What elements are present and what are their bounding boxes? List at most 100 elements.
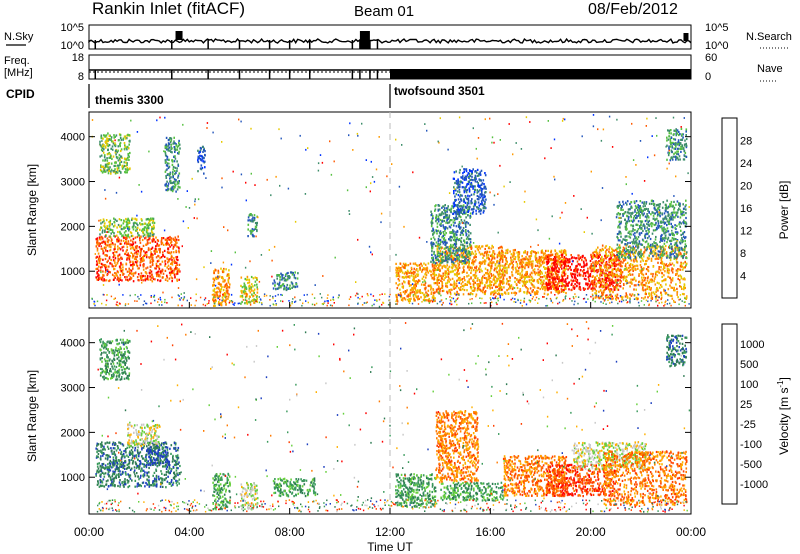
scatter-cell-15-87 bbox=[649, 280, 651, 283]
scatter-cell-0-640 bbox=[173, 259, 176, 262]
scatter-cell-14-314 bbox=[559, 260, 562, 264]
scatter-cell-0-197 bbox=[96, 237, 99, 240]
scatter-cell-11-69 bbox=[468, 231, 470, 234]
scatter-cell-11-452 bbox=[452, 235, 455, 238]
scatter-cell-10-489 bbox=[437, 279, 440, 282]
scatter-cell-11-0 bbox=[430, 237, 432, 240]
scatter-cell-3-67 bbox=[171, 186, 173, 189]
scatter-cell-9-45 bbox=[399, 269, 402, 272]
scatter-cell-12-100 bbox=[465, 185, 467, 188]
scatter-cell-7-34 bbox=[247, 219, 249, 222]
scatter-cell-5-28 bbox=[223, 267, 225, 271]
scatter-cell-0-697 bbox=[104, 257, 107, 261]
scatter-cell-9-15 bbox=[412, 295, 415, 298]
scatter-cell-14-306 bbox=[582, 274, 584, 277]
scatter-cell-10-330 bbox=[445, 282, 447, 285]
scatter-cell-8-76 bbox=[273, 279, 276, 282]
scatter-cell-3-147 bbox=[172, 175, 174, 178]
scatter-cell-2-194 bbox=[114, 142, 116, 145]
scatter-cell-2-40 bbox=[105, 165, 108, 168]
scatter-cell-1-1 bbox=[113, 234, 115, 237]
scatter-cell-7-25 bbox=[253, 218, 256, 221]
scatter-cell-13-490 bbox=[506, 280, 509, 283]
scatter-cell-9-185 bbox=[428, 297, 430, 301]
scatter-cell-9-171 bbox=[425, 267, 427, 270]
scatter-cell-13-589 bbox=[498, 283, 500, 286]
scatter-cell-15-68 bbox=[668, 272, 670, 275]
scatter-cell-10-620 bbox=[462, 281, 464, 284]
scatter-cell-3-79 bbox=[176, 169, 178, 172]
scatter-cell-9-196 bbox=[432, 269, 435, 272]
scatter-cell-2-212 bbox=[120, 138, 123, 141]
scatter-cell-12-205 bbox=[484, 202, 486, 205]
scatter-cell-12-52 bbox=[466, 184, 468, 187]
scatter-cell-11-189 bbox=[444, 256, 447, 259]
scatter-cell-12-115 bbox=[464, 195, 467, 198]
scatter-cell-14-438 bbox=[554, 277, 557, 280]
scatter-cell-13-397 bbox=[520, 262, 523, 265]
scatter-cell-0-148 bbox=[169, 235, 171, 239]
scatter-cell-13-73 bbox=[534, 257, 537, 260]
scatter-cell-10-574 bbox=[462, 270, 464, 273]
scatter-cell-13-312 bbox=[535, 251, 537, 255]
scatter-cell-0-113 bbox=[112, 259, 115, 262]
scatter-cell-11-40 bbox=[461, 229, 464, 232]
scatter-cell-0-25 bbox=[152, 253, 154, 256]
scatter-cell-15-138 bbox=[598, 290, 600, 293]
scatter-cell-15-228 bbox=[642, 259, 645, 262]
scatter-cell-10-549 bbox=[475, 265, 478, 268]
scatter-cell-14-183 bbox=[574, 273, 577, 276]
scatter-cell-0-443 bbox=[132, 247, 135, 251]
scatter-cell-2-169 bbox=[103, 134, 105, 137]
scatter-cell-2-99 bbox=[114, 172, 117, 175]
scatter-cell-13-208 bbox=[537, 286, 540, 290]
scatter-cell-10-502 bbox=[486, 271, 489, 275]
scatter-cell-11-75 bbox=[438, 239, 441, 242]
scatter-cell-10-96 bbox=[477, 284, 480, 287]
scatter-cell-8-85 bbox=[281, 278, 283, 281]
scatter-cell-8-12 bbox=[283, 279, 286, 282]
scatter-cell-15-183 bbox=[670, 251, 673, 254]
scatter-cell-10-376 bbox=[456, 279, 458, 282]
scatter-cell-0-68 bbox=[106, 250, 109, 253]
scatter-cell-4-17 bbox=[199, 149, 202, 152]
scatter-cell-15-122 bbox=[646, 256, 649, 259]
scatter-cell-1-168 bbox=[146, 224, 148, 227]
scatter-cell-14-402 bbox=[597, 279, 599, 283]
scatter-cell-13-196 bbox=[499, 285, 502, 288]
scatter-cell-0-434 bbox=[134, 272, 136, 275]
scatter-cell-0-604 bbox=[140, 277, 143, 280]
scatter-cell-12-147 bbox=[479, 209, 481, 213]
scatter-cell-9-168 bbox=[429, 284, 432, 287]
scatter-cell-10-42 bbox=[466, 289, 468, 292]
scatter-cell-0-237 bbox=[117, 248, 119, 251]
scatter-cell-0-77 bbox=[162, 272, 165, 275]
scatter-cell-1-101 bbox=[111, 229, 114, 232]
scatter-cell-10-298 bbox=[463, 270, 465, 273]
scatter-cell-11-147 bbox=[455, 231, 457, 234]
scatter-cell-10-354 bbox=[461, 284, 464, 288]
scatter-cell-14-189 bbox=[564, 285, 566, 288]
scatter-cell-9-298 bbox=[420, 283, 423, 286]
scatter-cell-10-269 bbox=[472, 261, 474, 264]
scatter-cell-0-231 bbox=[172, 251, 175, 254]
scatter-cell-7-30 bbox=[253, 228, 255, 231]
scatter-cell-1-87 bbox=[119, 230, 121, 233]
scatter-cell-12-87 bbox=[470, 202, 473, 205]
scatter-cell-11-143 bbox=[434, 256, 437, 259]
scatter-cell-15-328 bbox=[610, 247, 613, 250]
scatter-cell-0-152 bbox=[145, 236, 147, 239]
scatter-cell-14-357 bbox=[555, 276, 558, 279]
scatter-cell-9-235 bbox=[418, 297, 420, 300]
scatter-cell-0-100 bbox=[150, 251, 152, 254]
scatter-cell-15-25 bbox=[668, 246, 670, 249]
scatter-cell-14-263 bbox=[548, 260, 550, 263]
scatter-cell-11-339 bbox=[438, 217, 440, 220]
scatter-cell-13-563 bbox=[501, 258, 504, 261]
scatter-cell-0-634 bbox=[156, 271, 159, 274]
scatter-cell-11-414 bbox=[453, 230, 455, 233]
scatter-cell-13-251 bbox=[557, 286, 559, 289]
scatter-cell-0-659 bbox=[151, 263, 154, 267]
scatter-cell-0-373 bbox=[174, 268, 177, 271]
scatter-cell-13-413 bbox=[526, 253, 528, 256]
